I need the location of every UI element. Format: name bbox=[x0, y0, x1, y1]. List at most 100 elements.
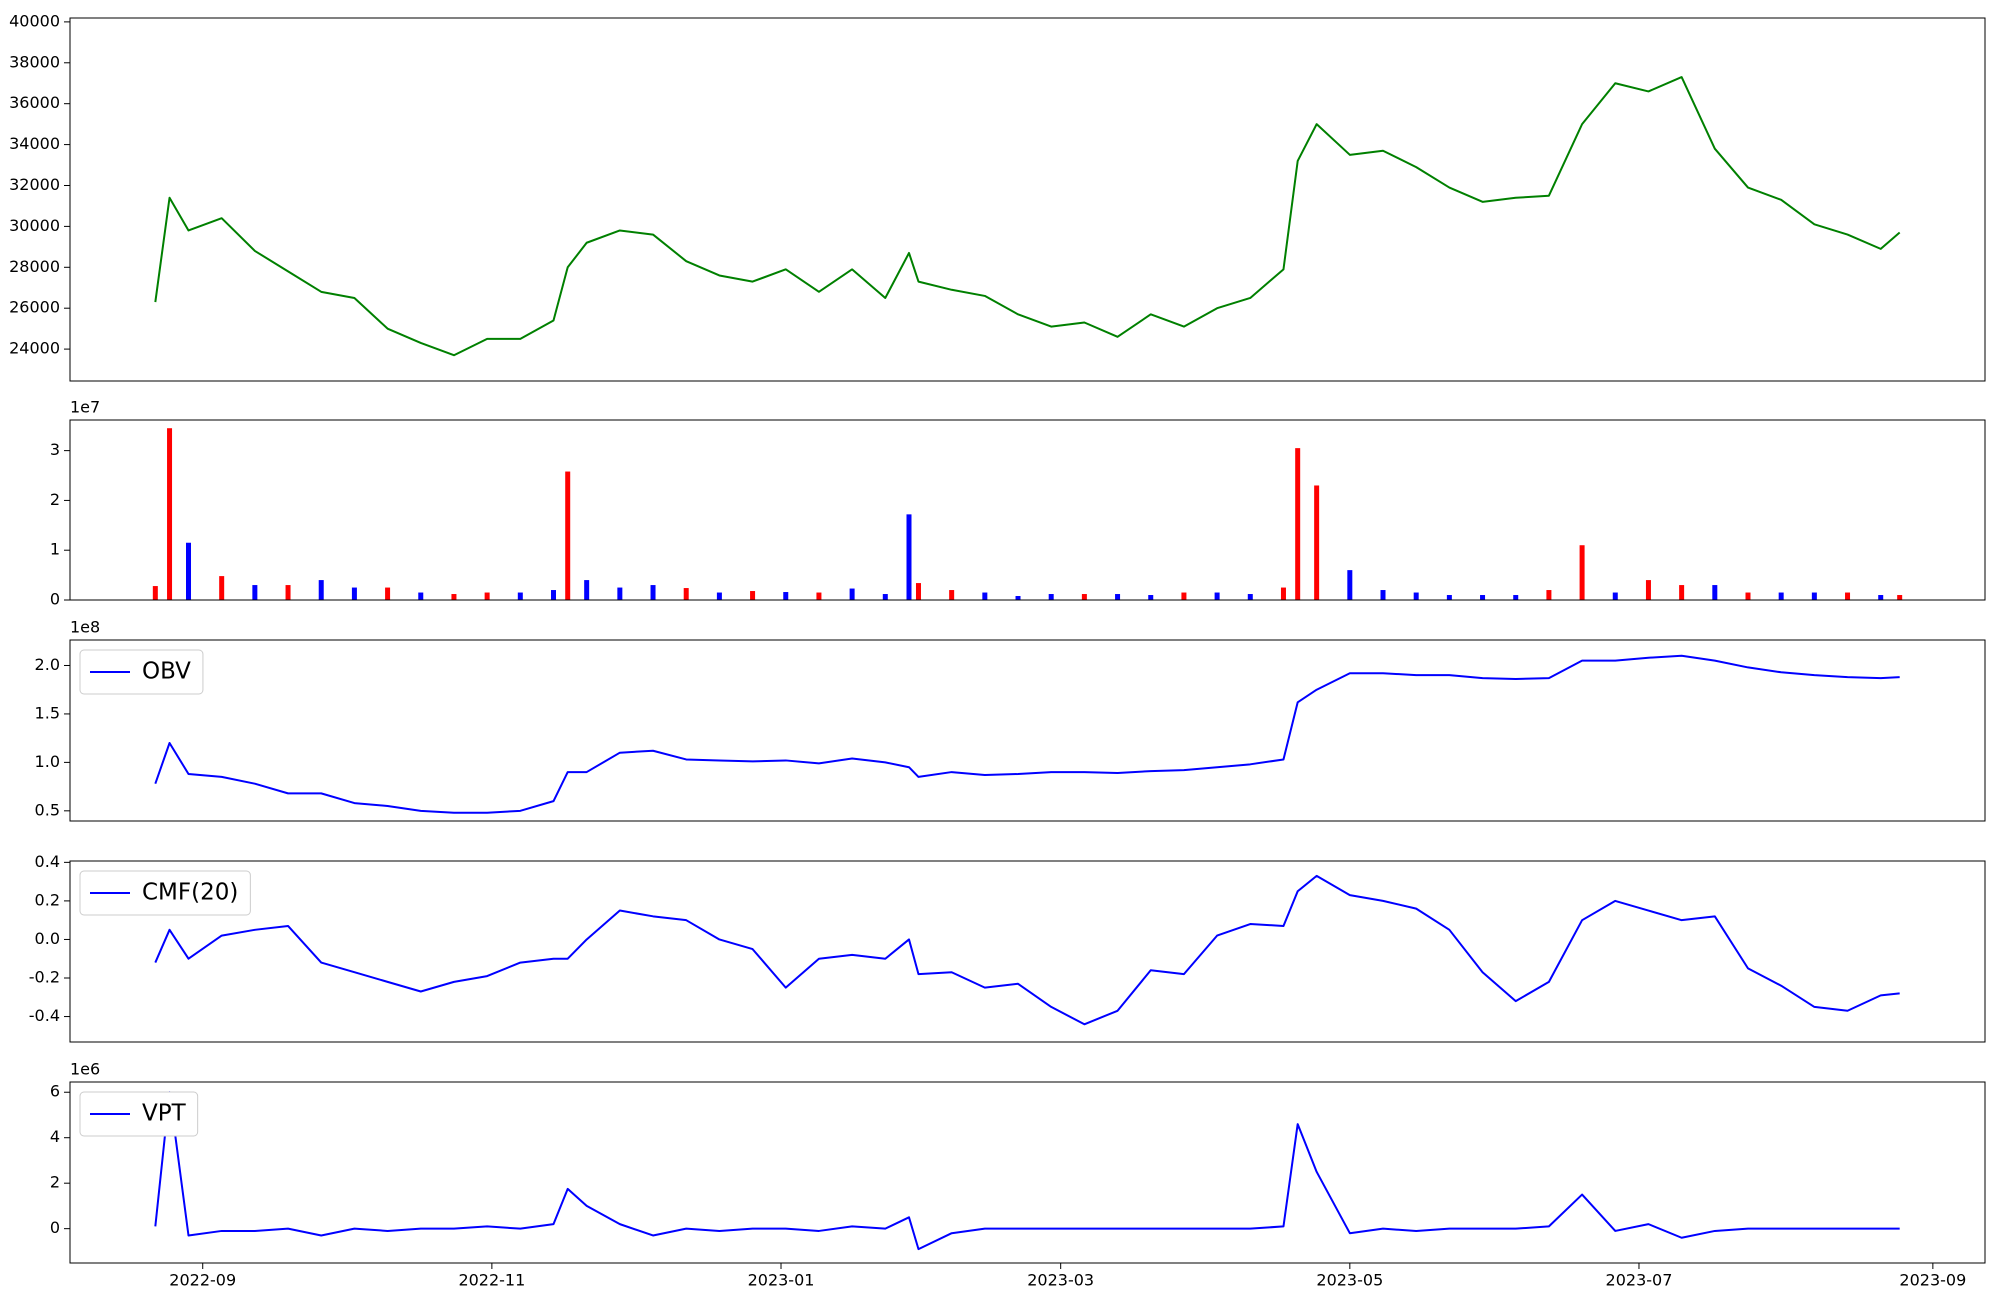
legend-text: CMF(20) bbox=[142, 880, 238, 906]
bar bbox=[418, 592, 424, 600]
bar bbox=[1380, 590, 1386, 600]
bar bbox=[385, 587, 391, 600]
y-tick-label: 32000 bbox=[9, 175, 60, 194]
bar bbox=[1181, 592, 1187, 600]
bar bbox=[1513, 595, 1519, 600]
axes-frame bbox=[69, 639, 1986, 822]
bar bbox=[351, 587, 357, 600]
bar bbox=[484, 592, 490, 600]
y-tick-label: 34000 bbox=[9, 134, 60, 153]
line bbox=[154, 654, 1900, 814]
bar bbox=[1247, 594, 1253, 600]
bar bbox=[1480, 595, 1486, 600]
bar bbox=[1148, 595, 1154, 600]
bar bbox=[584, 580, 590, 600]
y-tick-label: 38000 bbox=[9, 52, 60, 71]
bar bbox=[1878, 595, 1884, 600]
y-tick-label: 28000 bbox=[9, 257, 60, 276]
legend-text: OBV bbox=[142, 659, 191, 685]
bar bbox=[1645, 580, 1651, 600]
axes-frame bbox=[69, 1081, 1986, 1264]
bar bbox=[906, 514, 912, 600]
y-tick-label: 0.5 bbox=[35, 800, 60, 819]
x-tick-label: 2022-11 bbox=[458, 1271, 525, 1290]
y-tick-label: 0 bbox=[50, 590, 60, 609]
bar bbox=[1446, 595, 1452, 600]
bar bbox=[167, 428, 173, 600]
bar bbox=[849, 588, 855, 600]
y-tick-label: 0 bbox=[50, 1218, 60, 1237]
bar bbox=[949, 590, 955, 600]
axes-frame bbox=[69, 860, 1986, 1043]
bar bbox=[285, 585, 291, 600]
y-tick-label: -0.4 bbox=[29, 1006, 60, 1025]
bar bbox=[1897, 595, 1903, 600]
x-tick-label: 2023-01 bbox=[748, 1271, 815, 1290]
legend-text: VPT bbox=[142, 1101, 187, 1127]
bar bbox=[451, 594, 457, 600]
bar bbox=[565, 471, 571, 600]
x-tick-label: 2023-07 bbox=[1606, 1271, 1673, 1290]
bar bbox=[1115, 594, 1121, 600]
bar bbox=[186, 542, 192, 600]
bar bbox=[1347, 570, 1353, 600]
bar bbox=[1579, 545, 1585, 600]
bar bbox=[1612, 592, 1618, 600]
legend-box bbox=[79, 649, 204, 695]
bar bbox=[517, 592, 523, 600]
bar bbox=[1081, 594, 1087, 600]
legend-box bbox=[79, 1091, 199, 1137]
bar bbox=[882, 594, 888, 600]
bar bbox=[1845, 592, 1851, 600]
y-tick-label: 0.4 bbox=[35, 852, 60, 871]
bar bbox=[1214, 592, 1220, 600]
legend-box bbox=[79, 870, 251, 916]
y-tick-label: 0.2 bbox=[35, 890, 60, 909]
y-tick-label: 26000 bbox=[9, 298, 60, 317]
bar bbox=[1778, 592, 1784, 600]
bar bbox=[1413, 592, 1419, 600]
bar bbox=[1546, 590, 1552, 600]
bar bbox=[1745, 592, 1751, 600]
bar bbox=[219, 576, 225, 600]
bar bbox=[550, 590, 556, 600]
bar bbox=[783, 592, 789, 600]
bar bbox=[650, 585, 656, 600]
y-tick-label: 1.0 bbox=[35, 752, 60, 771]
bar bbox=[683, 588, 689, 600]
bar bbox=[152, 586, 158, 600]
y-tick-label: -0.2 bbox=[29, 968, 60, 987]
axes-frame bbox=[69, 419, 1986, 601]
y-tick-label: 3 bbox=[50, 440, 60, 459]
line bbox=[154, 1091, 1900, 1251]
y-tick-label: 6 bbox=[50, 1082, 60, 1101]
axis-offset-label: 1e8 bbox=[70, 618, 100, 637]
bar bbox=[982, 592, 988, 600]
bar bbox=[1314, 485, 1320, 600]
bar bbox=[252, 585, 258, 600]
bar bbox=[1048, 594, 1054, 600]
y-tick-label: 2.0 bbox=[35, 655, 60, 674]
bar bbox=[318, 580, 324, 600]
x-tick-label: 2023-05 bbox=[1316, 1271, 1383, 1290]
y-tick-label: 1.5 bbox=[35, 703, 60, 722]
bar bbox=[750, 591, 756, 600]
x-tick-label: 2022-09 bbox=[169, 1271, 236, 1290]
bar bbox=[716, 592, 722, 600]
y-tick-label: 30000 bbox=[9, 216, 60, 235]
bar bbox=[1295, 448, 1301, 600]
line bbox=[154, 76, 1901, 357]
y-tick-label: 2 bbox=[50, 490, 60, 509]
x-tick-label: 2023-09 bbox=[1899, 1271, 1966, 1290]
bar bbox=[617, 587, 623, 600]
y-tick-label: 1 bbox=[50, 540, 60, 559]
bar bbox=[1280, 587, 1286, 600]
bar bbox=[1811, 592, 1817, 600]
y-tick-label: 0.0 bbox=[35, 929, 60, 948]
y-tick-label: 2 bbox=[50, 1173, 60, 1192]
axis-offset-label: 1e7 bbox=[70, 398, 100, 417]
y-tick-label: 4 bbox=[50, 1127, 60, 1146]
axis-offset-label: 1e6 bbox=[70, 1060, 100, 1079]
